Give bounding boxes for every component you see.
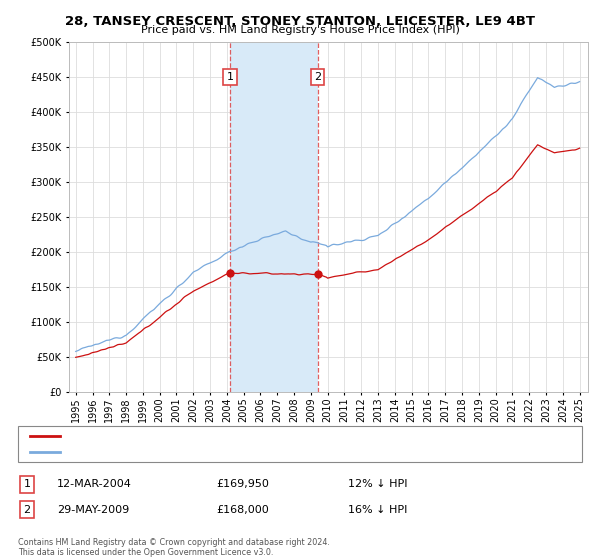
Text: £169,950: £169,950 [216,479,269,489]
Text: 28, TANSEY CRESCENT, STONEY STANTON, LEICESTER, LE9 4BT: 28, TANSEY CRESCENT, STONEY STANTON, LEI… [65,15,535,27]
Text: £168,000: £168,000 [216,505,269,515]
Text: HPI: Average price, detached house, Blaby: HPI: Average price, detached house, Blab… [69,447,281,457]
Text: 1: 1 [23,479,31,489]
Text: 16% ↓ HPI: 16% ↓ HPI [348,505,407,515]
Text: 2: 2 [23,505,31,515]
Text: 29-MAY-2009: 29-MAY-2009 [57,505,129,515]
Text: 28, TANSEY CRESCENT, STONEY STANTON, LEICESTER, LE9 4BT (detached house): 28, TANSEY CRESCENT, STONEY STANTON, LEI… [69,431,475,441]
Bar [230,42,318,392]
Text: Price paid vs. HM Land Registry's House Price Index (HPI): Price paid vs. HM Land Registry's House … [140,25,460,35]
Text: 2: 2 [314,72,322,82]
Text: 12% ↓ HPI: 12% ↓ HPI [348,479,407,489]
Text: 12-MAR-2004: 12-MAR-2004 [57,479,132,489]
Text: 1: 1 [227,72,233,82]
Text: Contains HM Land Registry data © Crown copyright and database right 2024.
This d: Contains HM Land Registry data © Crown c… [18,538,330,557]
